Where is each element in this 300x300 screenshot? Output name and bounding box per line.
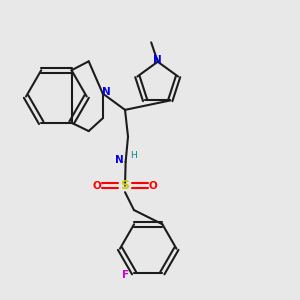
Text: F: F — [122, 270, 129, 280]
Text: N: N — [115, 155, 124, 165]
Text: O: O — [148, 181, 157, 191]
Text: N: N — [153, 55, 162, 65]
Text: O: O — [93, 181, 101, 191]
Text: N: N — [102, 87, 111, 97]
Text: S: S — [121, 179, 130, 192]
Text: H: H — [130, 151, 137, 160]
